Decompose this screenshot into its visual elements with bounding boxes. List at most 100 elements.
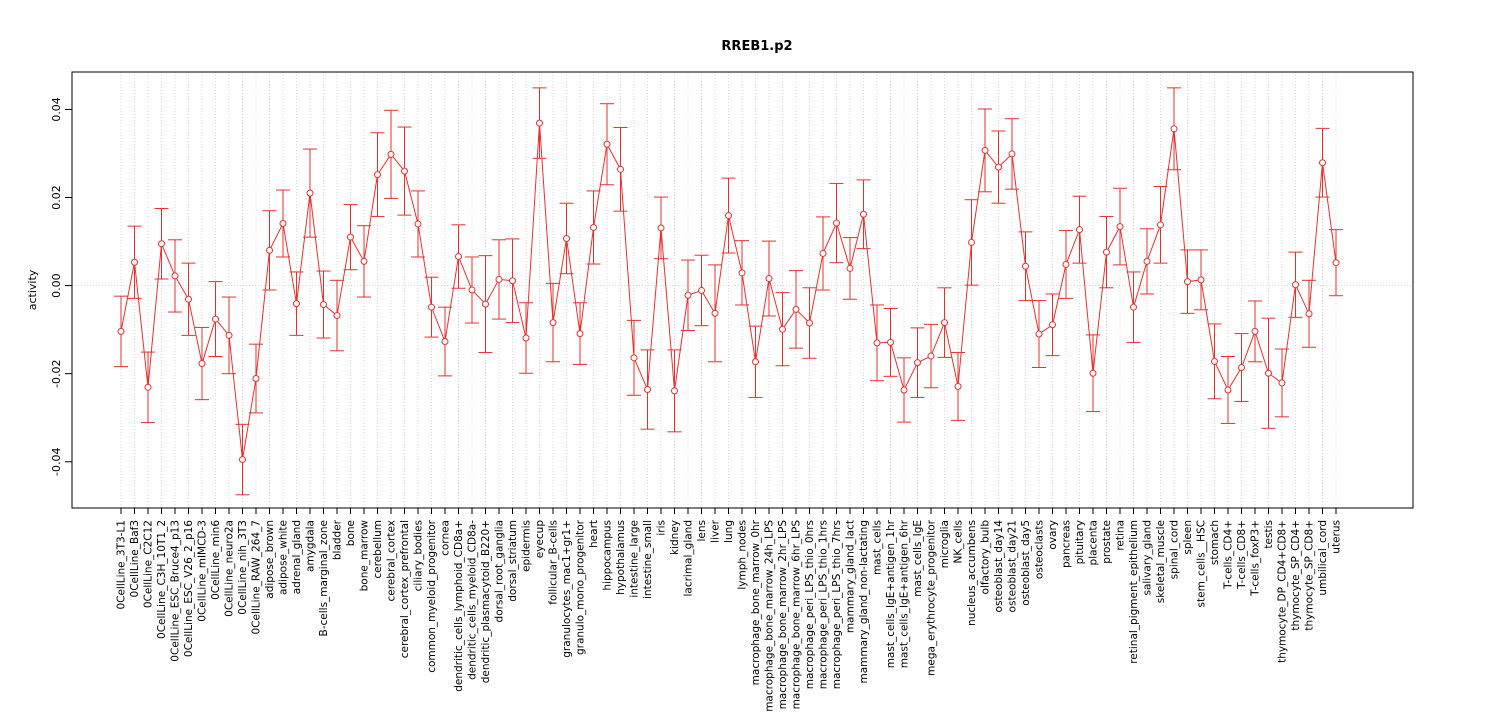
data-point: [1157, 221, 1164, 229]
data-point: [1292, 281, 1299, 289]
data-point: [860, 210, 867, 218]
data-point: [887, 338, 894, 346]
x-tick-label: dorsal_striatum: [507, 520, 519, 602]
x-tick-label: lymph_nodes: [737, 520, 749, 590]
x-tick-label: cerebral_cortex_prefrontal: [399, 520, 411, 658]
x-tick-label: mega_erythrocyte_progenitor: [926, 519, 938, 676]
x-tick-label: 0CellLine_Baf3: [129, 520, 141, 597]
data-point: [941, 319, 948, 327]
x-tick-label: hypothalamus: [615, 520, 627, 595]
x-tick-label: osteoblast_day14: [993, 520, 1005, 613]
x-tick-label: ovary: [1047, 520, 1059, 550]
x-tick-label: dendritic_cells_myeloid_CD8a-: [467, 520, 479, 680]
data-point: [1184, 278, 1191, 286]
x-tick-label: adipose_white: [278, 520, 290, 595]
x-tick-label: amygdala: [305, 520, 317, 572]
x-tick-label: ciliary_bodies: [413, 520, 425, 591]
x-tick-label: 0CellLine_min6: [210, 520, 222, 600]
y-tick-label: 0.02: [50, 185, 63, 210]
x-tick-label: granulocytes_mac1+gr1+: [561, 520, 573, 658]
x-tick-label: T-cells_foxP3+: [1250, 520, 1262, 597]
x-tick-label: kidney: [669, 520, 681, 555]
x-tick-label: nucleus_accumbens: [966, 520, 978, 626]
x-tick-label: 0CellLine_C2C12: [143, 520, 155, 608]
y-tick-label: -0.02: [50, 359, 63, 387]
data-point: [482, 300, 489, 308]
x-tick-label: pituitary: [1074, 520, 1086, 564]
data-point: [900, 386, 908, 394]
x-tick-label: mast_cells_IgE+antigen_6hr: [899, 519, 911, 668]
x-tick-label: follicular_B-cells: [548, 520, 560, 605]
x-tick-label: stem_cells__HSC: [1196, 520, 1208, 607]
x-tick-label: thymocyte_DP_CD4+CD8+: [1277, 520, 1289, 663]
x-tick-label: mammary_gland_lact: [845, 520, 857, 633]
x-tick-label: heart: [588, 520, 600, 548]
x-tick-label: liver: [710, 519, 722, 543]
data-point: [1305, 310, 1313, 318]
data-point: [239, 456, 246, 464]
data-point: [293, 300, 300, 308]
x-tick-label: spleen: [1182, 520, 1194, 555]
x-tick-label: olfactory_bulb: [980, 520, 992, 595]
x-tick-label: mammary_gland_non-lactating: [858, 520, 870, 683]
x-tick-label: intestine_small: [642, 520, 654, 599]
chart-title: RREB1.p2: [721, 39, 792, 54]
x-tick-label: 0CellLine_mIMCD-3: [197, 520, 209, 622]
x-tick-label: dendritic_plasmacytoid_B220+: [480, 520, 492, 683]
x-tick-label: lung: [723, 520, 735, 543]
x-tick-label: iris: [656, 520, 668, 536]
data-point: [711, 309, 719, 317]
data-point: [441, 338, 449, 346]
data-point: [954, 382, 962, 390]
x-tick-label: dorsal_root_ganglia: [494, 520, 506, 622]
x-tick-label: retina: [1115, 520, 1127, 551]
data-point: [360, 257, 368, 265]
data-point: [509, 277, 516, 285]
data-point: [401, 167, 408, 175]
x-tick-label: macrophage_bone_marrow_2hr_LPS: [777, 520, 789, 710]
x-tick-label: 0CellLine_neuro2a: [224, 520, 236, 617]
data-point: [171, 272, 179, 280]
y-tick-label: 0.00: [50, 273, 63, 298]
x-tick-label: mast_cells_IgE+antigen_1hr: [885, 519, 897, 668]
data-point: [603, 140, 611, 148]
data-point: [455, 253, 462, 261]
data-point: [185, 295, 192, 303]
data-point: [617, 165, 624, 173]
data-point: [279, 219, 287, 227]
x-tick-label: B-cells_marginal_zone: [318, 520, 330, 636]
data-point: [144, 383, 152, 391]
data-point: [1332, 259, 1340, 267]
data-point: [1062, 260, 1070, 268]
x-tick-label: macrophage_peri_LPS_thio_0hrs: [804, 520, 816, 689]
data-point: [333, 312, 341, 320]
x-tick-label: cornea: [440, 520, 452, 556]
data-point: [590, 223, 597, 231]
data-point: [765, 275, 773, 283]
x-tick-label: granulo_mono_progenitor: [575, 519, 587, 655]
data-point: [495, 275, 503, 283]
x-tick-label: hippocampus: [602, 520, 614, 591]
data-point: [1035, 330, 1043, 338]
data-point: [549, 319, 557, 327]
data-point: [576, 330, 584, 338]
data-point: [1211, 357, 1218, 365]
data-point: [1319, 159, 1326, 167]
x-tick-labels: 0CellLine_3T3-L1 0CellLine_Baf3 0CellLine_…: [116, 519, 1343, 711]
x-tick-label: T-cells_CD8+: [1236, 520, 1248, 590]
x-tick-label: adrenal_gland: [291, 520, 303, 594]
data-point: [212, 315, 219, 323]
data-point: [320, 301, 327, 309]
data-point: [536, 119, 543, 127]
x-tick-label: eyecup: [534, 520, 546, 559]
data-point: [468, 286, 476, 294]
data-point: [644, 386, 651, 394]
data-point: [1278, 379, 1286, 387]
data-point: [630, 354, 638, 362]
data-point: [374, 171, 381, 179]
x-tick-label: osteoblast_day5: [1020, 520, 1032, 606]
data-point: [1049, 321, 1056, 329]
x-tick-label: macrophage_bone_marrow_6hr_LPS: [791, 520, 803, 710]
x-tick-label: intestine_large: [629, 520, 641, 598]
x-tick-label: epidermis: [521, 520, 533, 572]
